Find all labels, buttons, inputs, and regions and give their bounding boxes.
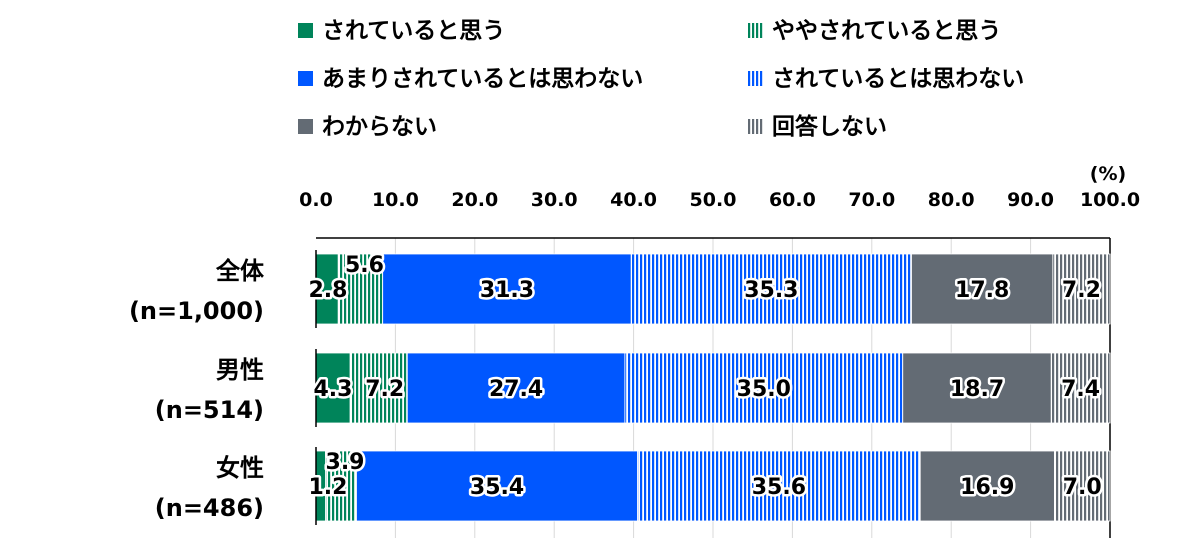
data-label: 35.3 bbox=[744, 278, 798, 303]
legend-item: わからない bbox=[298, 114, 437, 140]
x-tick-label: 50.0 bbox=[690, 189, 737, 211]
data-label: 1.2 bbox=[309, 475, 348, 500]
x-tick-label: 30.0 bbox=[531, 189, 578, 211]
data-label: 17.8 bbox=[955, 278, 1009, 303]
data-label: 18.7 bbox=[950, 377, 1004, 402]
bar-segment bbox=[356, 450, 638, 522]
x-tick-label: 20.0 bbox=[451, 189, 498, 211]
data-label: 7.4 bbox=[1061, 377, 1100, 402]
x-tick-label: 10.0 bbox=[372, 189, 419, 211]
bar-segment bbox=[349, 352, 408, 424]
category-n: (n=486) bbox=[155, 494, 264, 522]
data-label: 27.4 bbox=[489, 377, 543, 402]
legend-label: されているとは思わない bbox=[772, 66, 1024, 92]
x-tick-label: 0.0 bbox=[299, 189, 333, 211]
category-n: (n=514) bbox=[155, 396, 264, 424]
legend-label: ややされていると思う bbox=[772, 18, 1001, 44]
legend-swatch bbox=[748, 71, 763, 86]
data-label: 3.9 bbox=[326, 450, 365, 475]
legend-item: ややされていると思う bbox=[748, 18, 1001, 44]
category-n: (n=1,000) bbox=[129, 297, 264, 325]
legend-swatch bbox=[298, 119, 313, 134]
legend-item: されていると思う bbox=[298, 18, 505, 44]
data-label: 7.0 bbox=[1063, 475, 1102, 500]
x-axis-ticks: 0.0 10.0 20.0 30.0 40.0 50.0 60.0 70.0 80.0 90.0 1… bbox=[299, 189, 1140, 211]
legend-swatch bbox=[748, 23, 763, 38]
bar-segment bbox=[406, 352, 626, 424]
x-tick-label: 40.0 bbox=[610, 189, 657, 211]
legend-label: あまりされているとは思わない bbox=[322, 66, 643, 92]
data-label: 16.9 bbox=[960, 475, 1014, 500]
bar-segment bbox=[624, 352, 904, 424]
bar-segment bbox=[919, 450, 1055, 522]
plot-area: 2.85.6 31.3 35.3 17.8 7.2 4.3 7.2 27.4 35.0 18.7 7… bbox=[306, 237, 1111, 538]
legend-swatch bbox=[748, 119, 763, 134]
legend-label: わからない bbox=[322, 114, 437, 140]
data-label: 2.8 bbox=[309, 278, 348, 303]
data-label: 5.6 bbox=[345, 253, 384, 278]
bar-segment bbox=[1054, 450, 1111, 522]
data-label: 7.2 bbox=[1062, 278, 1101, 303]
x-tick-label: 90.0 bbox=[1007, 189, 1054, 211]
data-label: 35.4 bbox=[470, 475, 524, 500]
legend-swatch bbox=[298, 23, 313, 38]
bar-segment bbox=[1052, 253, 1111, 325]
data-label: 35.6 bbox=[752, 475, 806, 500]
legend-label: されていると思う bbox=[322, 18, 505, 44]
category-name: 全体 bbox=[215, 257, 265, 285]
category-name: 女性 bbox=[216, 454, 264, 482]
bar-segment bbox=[1050, 352, 1111, 424]
category-name: 男性 bbox=[216, 356, 264, 384]
legend-label: 回答しない bbox=[772, 113, 887, 140]
data-label: 35.0 bbox=[737, 377, 791, 402]
legend-item: されているとは思わない bbox=[748, 66, 1024, 92]
x-tick-label: 70.0 bbox=[848, 189, 895, 211]
x-tick-label: 60.0 bbox=[769, 189, 816, 211]
data-label: 7.2 bbox=[365, 377, 404, 402]
data-label: 31.3 bbox=[480, 278, 534, 303]
bar-segment bbox=[902, 352, 1052, 424]
unit-label: (%) bbox=[1090, 163, 1126, 185]
legend-item: 回答しない bbox=[748, 113, 887, 140]
bar-segment bbox=[637, 450, 921, 522]
data-label: 4.3 bbox=[314, 377, 353, 402]
x-tick-label: 80.0 bbox=[928, 189, 975, 211]
legend-item: あまりされているとは思わない bbox=[298, 66, 643, 92]
bar-segment bbox=[630, 253, 912, 325]
legend-swatch bbox=[298, 71, 313, 86]
x-tick-label: 100.0 bbox=[1080, 189, 1140, 211]
bar-segment bbox=[315, 352, 351, 424]
category-labels: 全体 (n=1,000) 男性 (n=514) 女性 (n=486) bbox=[129, 257, 265, 522]
